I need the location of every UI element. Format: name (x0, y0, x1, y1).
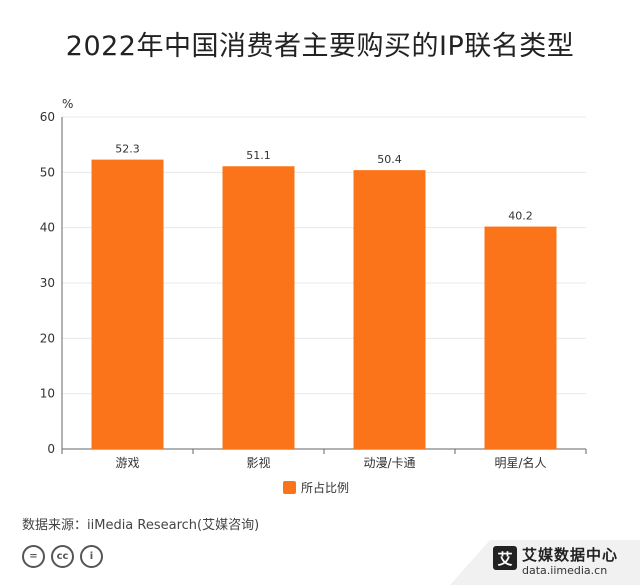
x-tick-label: 明星/名人 (494, 455, 546, 470)
x-tick-label: 影视 (246, 455, 270, 470)
y-tick-label: 60 (40, 110, 55, 124)
y-tick-label: 50 (40, 165, 55, 179)
brand-name: 艾媒数据中心 (522, 546, 619, 564)
y-tick-label: 30 (40, 276, 55, 290)
bar (484, 226, 557, 449)
y-tick-label: 20 (40, 331, 55, 345)
brand-logo-icon: 艾 (493, 546, 517, 570)
x-tick-label: 动漫/卡通 (363, 456, 415, 470)
bar-chart: % 0 10 20 30 40 50 60 52.3 游戏 51.1 影视 50.4 动漫/卡通 40.2 明… (40, 97, 587, 495)
y-tick-label: 10 (40, 387, 55, 401)
data-label: 52.3 (115, 143, 140, 156)
person-icon: i (80, 545, 103, 568)
cc-icon: cc (51, 545, 74, 568)
brand-footer: 艾 艾媒数据中心 data.iimedia.cn (450, 540, 640, 585)
equals-icon: = (22, 545, 45, 568)
y-tick-label: 40 (40, 221, 55, 235)
x-tick-label: 游戏 (115, 456, 139, 470)
bar (91, 159, 164, 449)
y-tick-label: 0 (47, 442, 55, 456)
source-note: 数据来源：iiMedia Research(艾媒咨询) (22, 518, 260, 533)
data-label: 40.2 (508, 210, 533, 223)
chart-title: 2022年中国消费者主要购买的IP联名类型 (65, 31, 575, 62)
brand-url: data.iimedia.cn (522, 564, 608, 577)
bar (222, 166, 295, 449)
y-axis-unit: % (62, 97, 73, 111)
license-icons: = cc i (22, 545, 103, 568)
bar (353, 170, 426, 449)
legend-swatch (283, 481, 296, 494)
data-label: 50.4 (377, 153, 402, 166)
legend-label: 所占比例 (301, 480, 349, 495)
data-label: 51.1 (246, 149, 271, 162)
